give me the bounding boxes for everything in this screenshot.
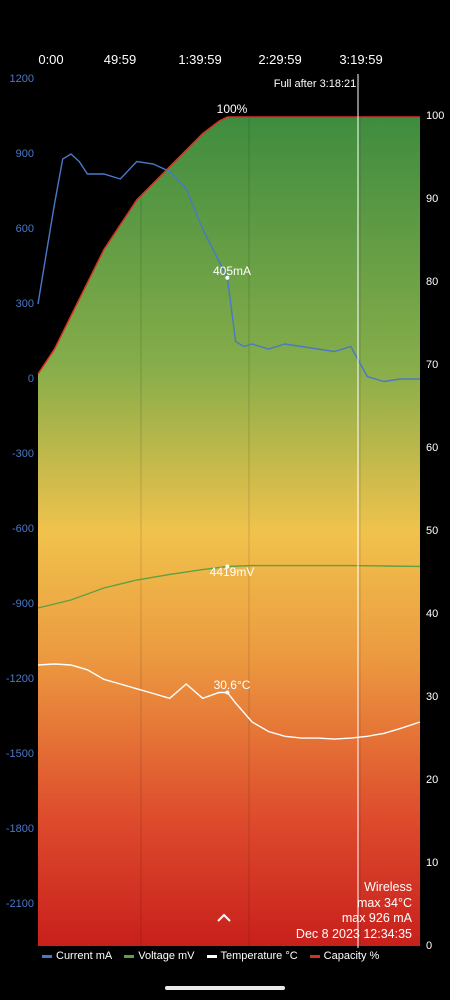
legend-label: Voltage mV (138, 950, 195, 962)
legend-swatch (42, 954, 52, 958)
voltage-line (37, 564, 421, 609)
legend-item: Voltage mV (124, 950, 195, 962)
capacity-area-fill (38, 117, 420, 946)
capacity-tick-label: 30 (426, 691, 439, 703)
max-current: max 926 mA (341, 911, 412, 925)
current-value-label: 405mA (212, 264, 252, 278)
current-tick-label: -1500 (5, 748, 34, 760)
legend-label: Current mA (56, 950, 113, 962)
x-tick-label: 49:59 (103, 52, 137, 67)
capacity-tick-label: 90 (426, 193, 439, 205)
x-tick-label: 3:19:59 (339, 52, 383, 67)
chart-legend: Current mA Voltage mV Temperature °C Capaci… (42, 950, 379, 962)
current-tick-label: -300 (11, 448, 34, 460)
current-tick-label: 600 (15, 223, 34, 235)
current-tick-label: 1200 (9, 73, 34, 85)
capacity-tick-label: 10 (426, 857, 439, 869)
legend-item: Current mA (42, 950, 112, 962)
charge-info: Wireless max 34°C max 926 mA Dec 8 2023 … (296, 880, 412, 942)
legend-label: Temperature °C (220, 950, 298, 962)
current-tick-label: 900 (15, 148, 34, 160)
capacity-tick-label: 60 (426, 442, 439, 454)
voltage-value-label: 4419mV (209, 565, 255, 579)
current-tick-label: 0 (27, 373, 34, 385)
capacity-tick-label: 0 (426, 940, 433, 952)
capacity-tick-label: 80 (426, 276, 439, 288)
current-tick-label: -2100 (5, 898, 34, 910)
chevron-up-icon[interactable] (216, 910, 232, 926)
chart-grid (140, 117, 361, 946)
capacity-peak-label: 100% (216, 102, 248, 116)
legend-label: Capacity % (323, 950, 380, 962)
cursor-point (225, 275, 230, 280)
cursor-point (225, 690, 230, 695)
session-date: Dec 8 2023 12:34:35 (295, 926, 412, 941)
legend-swatch (309, 954, 320, 958)
capacity-tick-label: 20 (426, 774, 439, 786)
charge-mode: Wireless (364, 880, 412, 894)
legend-item: Temperature °C (206, 950, 298, 962)
current-tick-label: -600 (11, 523, 34, 535)
current-tick-label: -1200 (5, 673, 34, 685)
x-tick-label: 2:29:59 (258, 52, 302, 67)
x-axis-ticks: 0:00 49:59 1:39:59 2:29:59 3:19:59 (0, 52, 450, 72)
current-tick-label: -900 (11, 598, 34, 610)
capacity-area (37, 116, 420, 946)
capacity-tick-label: 70 (426, 359, 439, 371)
capacity-line (37, 116, 420, 375)
max-temperature: max 34°C (356, 895, 412, 910)
home-indicator[interactable] (165, 986, 285, 990)
legend-item: Capacity % (309, 950, 380, 962)
chart-lines (37, 153, 421, 740)
capacity-tick-label: 40 (426, 608, 439, 620)
legend-swatch (206, 954, 217, 958)
legend-swatch (124, 954, 135, 958)
current-tick-label: -1800 (5, 823, 34, 835)
x-tick-label: 0:00 (38, 52, 64, 67)
full-after-label: Full after 3:18:21 (273, 78, 357, 90)
cursor-point (225, 564, 230, 569)
capacity-tick-label: 50 (426, 525, 439, 537)
capacity-tick-label: 100 (426, 110, 445, 122)
temperature-value-label: 30.6°C (213, 678, 251, 692)
current-tick-label: 300 (15, 298, 34, 310)
x-tick-label: 1:39:59 (178, 52, 222, 67)
